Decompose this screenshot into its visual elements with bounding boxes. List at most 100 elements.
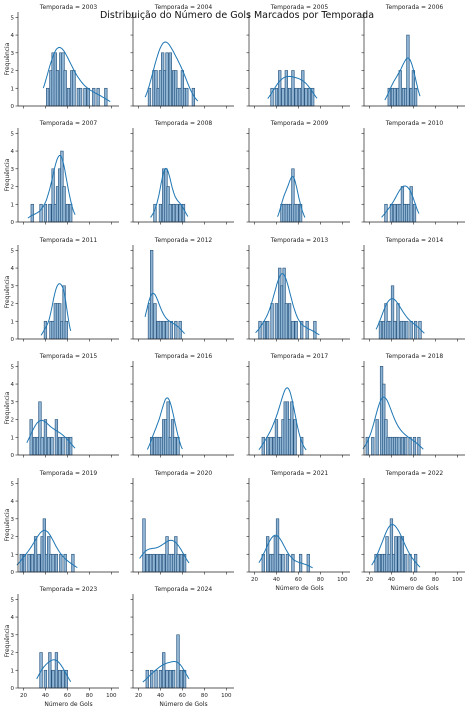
y-tick-label: 5: [11, 481, 15, 487]
histogram-bar: [301, 70, 305, 107]
y-tick-label: 2: [11, 302, 15, 308]
kde-curve: [375, 298, 425, 334]
histogram-bar: [165, 320, 169, 340]
histogram-bar: [83, 87, 87, 107]
histogram-bar: [58, 436, 62, 456]
y-tick-label: 3: [11, 167, 15, 173]
y-tick-label: 0: [11, 453, 15, 459]
y-tick-label: 3: [11, 400, 15, 406]
y-tick-label: 0: [11, 570, 15, 576]
y-tick-label: 4: [11, 266, 15, 272]
facet-panel: Temporada = 2007 0 1 2 3 4 5 Frequência: [4, 120, 119, 226]
x-tick-label: 60: [295, 577, 302, 583]
histogram-bar: [55, 70, 60, 107]
facet-panels: Temporada = 2003012345FrequênciaTemporad…: [4, 4, 465, 708]
facet-panel: Temporada = 2022 20 40 60 80 100 Número de Gol…: [361, 470, 465, 592]
y-tick-label: 1: [11, 435, 15, 441]
histogram-bar: [40, 436, 44, 456]
histogram-bar: [405, 320, 409, 340]
histogram-bar: [142, 518, 146, 573]
histogram-bar: [393, 203, 397, 223]
panel-title: Temporada = 2020: [154, 470, 213, 477]
kde-curve: [139, 539, 190, 564]
panel-title: Temporada = 2006: [385, 4, 444, 11]
x-tick-label: 80: [86, 693, 93, 699]
histogram-bar: [19, 553, 23, 573]
facet-panel: Temporada = 2009: [246, 120, 350, 225]
histogram-bar: [401, 320, 406, 340]
kde-curve: [255, 273, 320, 336]
x-tick-label: 40: [273, 577, 280, 583]
histogram-bar: [297, 87, 302, 107]
panel-title: Temporada = 2008: [154, 120, 213, 127]
histogram-bar: [393, 87, 397, 107]
histogram-bar: [305, 320, 309, 340]
panel-title: Temporada = 2012: [154, 237, 213, 244]
y-tick-label: 1: [11, 86, 15, 92]
histogram-bar: [397, 436, 401, 456]
histogram-bar: [371, 436, 375, 456]
histogram-bar: [179, 669, 183, 689]
histogram-bar: [295, 203, 299, 223]
x-tick-label: 20: [135, 693, 142, 699]
facet-panel: Temporada = 2024 20 40 60 80 100 Número de Gol…: [130, 586, 234, 708]
x-axis-label: Número de Gols: [390, 585, 438, 592]
y-tick-label: 4: [11, 149, 15, 155]
facet-panel: Temporada = 2012: [130, 237, 234, 342]
y-tick-label: 0: [11, 337, 15, 343]
facet-panel: Temporada = 2004: [130, 4, 234, 109]
panel-title: Temporada = 2018: [385, 353, 444, 360]
histogram-bar: [285, 553, 290, 573]
histogram-bar: [406, 34, 410, 107]
histogram-bar: [307, 87, 311, 107]
y-tick-label: 2: [11, 185, 15, 191]
x-tick-label: 20: [20, 693, 27, 699]
x-tick-label: 100: [337, 577, 348, 583]
y-tick-label: 0: [11, 104, 15, 110]
histogram-bar: [274, 87, 279, 107]
histogram-bar: [61, 436, 65, 456]
histogram-bar: [293, 419, 297, 456]
x-tick-label: 100: [452, 577, 463, 583]
histogram-bar: [69, 436, 73, 456]
y-tick-label: 1: [11, 202, 15, 208]
histogram-bar: [175, 203, 179, 223]
histogram-bar: [176, 553, 180, 573]
histogram-bar: [168, 669, 172, 689]
panel-title: Temporada = 2005: [270, 4, 329, 11]
facet-panel: Temporada = 2015 0 1 2 3 4 5 Frequência: [4, 353, 119, 459]
histogram-bar: [145, 553, 149, 573]
histogram-bar: [147, 87, 152, 107]
panel-title: Temporada = 2011: [39, 237, 98, 244]
histogram-bar: [185, 87, 189, 107]
histogram-bar: [43, 419, 48, 456]
histogram-bar: [409, 320, 413, 340]
kde-curve: [144, 41, 199, 102]
histogram-bar: [169, 320, 174, 340]
histogram-bar: [50, 436, 54, 456]
histogram-bar: [413, 87, 418, 107]
histogram-bar: [261, 436, 265, 456]
facet-panel: Temporada = 2019 0 1 2 3 4 5 Frequência: [4, 470, 119, 576]
y-tick-label: 5: [11, 364, 15, 370]
y-axis-label: Frequência: [4, 275, 11, 308]
histogram-bar: [104, 87, 108, 107]
histogram-bar: [58, 669, 62, 689]
histogram-bar: [291, 320, 295, 340]
y-tick-label: 4: [11, 382, 15, 388]
kde-curve: [146, 397, 183, 450]
histogram-bar: [65, 203, 70, 223]
histogram-bar: [394, 536, 398, 573]
y-tick-label: 0: [11, 220, 15, 226]
kde-curve: [277, 176, 306, 218]
histogram-bar: [78, 87, 83, 107]
histogram-bar: [274, 303, 279, 340]
histogram-bar: [291, 70, 295, 107]
histogram-bar: [412, 203, 417, 223]
histogram-bar: [396, 303, 400, 340]
histogram-bar: [92, 87, 96, 107]
histogram-bar: [30, 203, 34, 223]
panel-title: Temporada = 2019: [39, 470, 98, 477]
kde-curve: [36, 659, 72, 682]
